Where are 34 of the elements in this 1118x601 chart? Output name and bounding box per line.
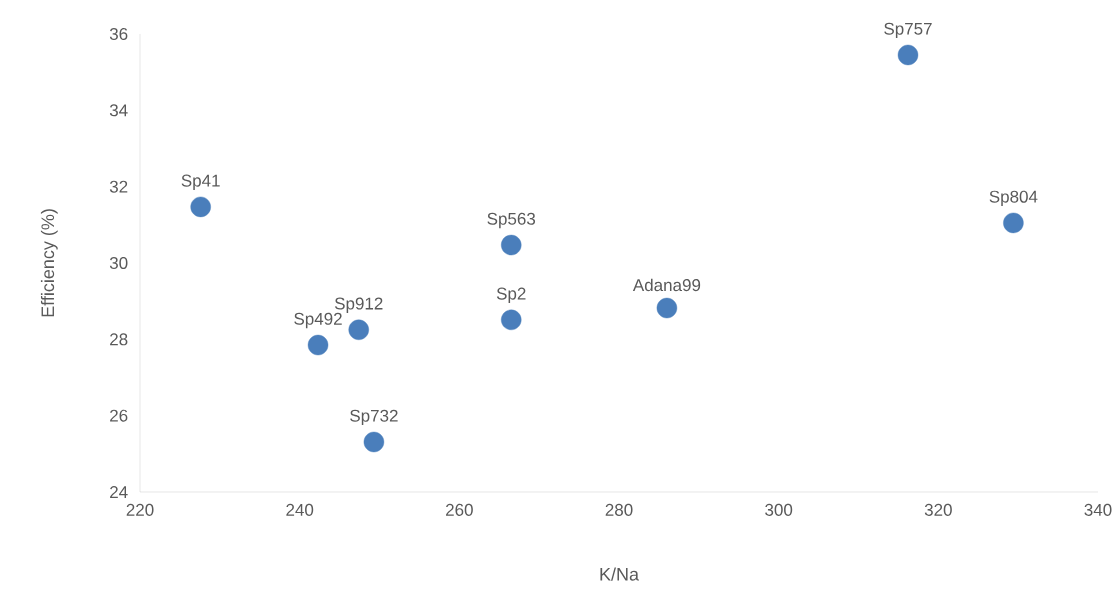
annotation: Sp912 [334, 297, 383, 313]
x-tick-label: 340 [1084, 503, 1112, 516]
point [363, 431, 385, 453]
point [656, 297, 678, 319]
y-tick-label: 36 [109, 27, 128, 41]
point [348, 319, 369, 340]
annotation: Sp563 [487, 212, 536, 229]
annotation: Sp732 [350, 409, 398, 426]
y-axis-title: Efficiency (%) [40, 209, 58, 317]
x-tick-label: 220 [126, 503, 154, 516]
y-tick-label: 26 [110, 409, 128, 422]
point [307, 334, 329, 356]
point [190, 196, 211, 218]
annotation: Sp2 [496, 287, 526, 303]
annotation: Sp492 [294, 312, 342, 329]
y-tick-label: 28 [110, 333, 128, 346]
point [501, 234, 522, 256]
y-tick-label: 24 [110, 486, 128, 498]
annotation: Sp41 [181, 174, 220, 191]
x-tick-label: 300 [765, 503, 793, 516]
point [897, 44, 919, 66]
x-tick-label: 280 [605, 503, 633, 516]
x-axis-title: K/Na [600, 567, 640, 581]
y-tick-label: 30 [109, 256, 128, 270]
x-tick-label: 240 [286, 503, 314, 516]
annotation: Adana99 [632, 278, 701, 292]
y-tick-label: 34 [109, 104, 128, 117]
x-tick-label: 320 [924, 503, 952, 516]
x-tick-label: 260 [446, 503, 473, 516]
point [1003, 212, 1024, 234]
y-tick-label: 32 [109, 180, 128, 193]
point [501, 309, 522, 331]
annotation: Sp757 [884, 22, 932, 39]
annotation: Sp804 [989, 190, 1038, 207]
